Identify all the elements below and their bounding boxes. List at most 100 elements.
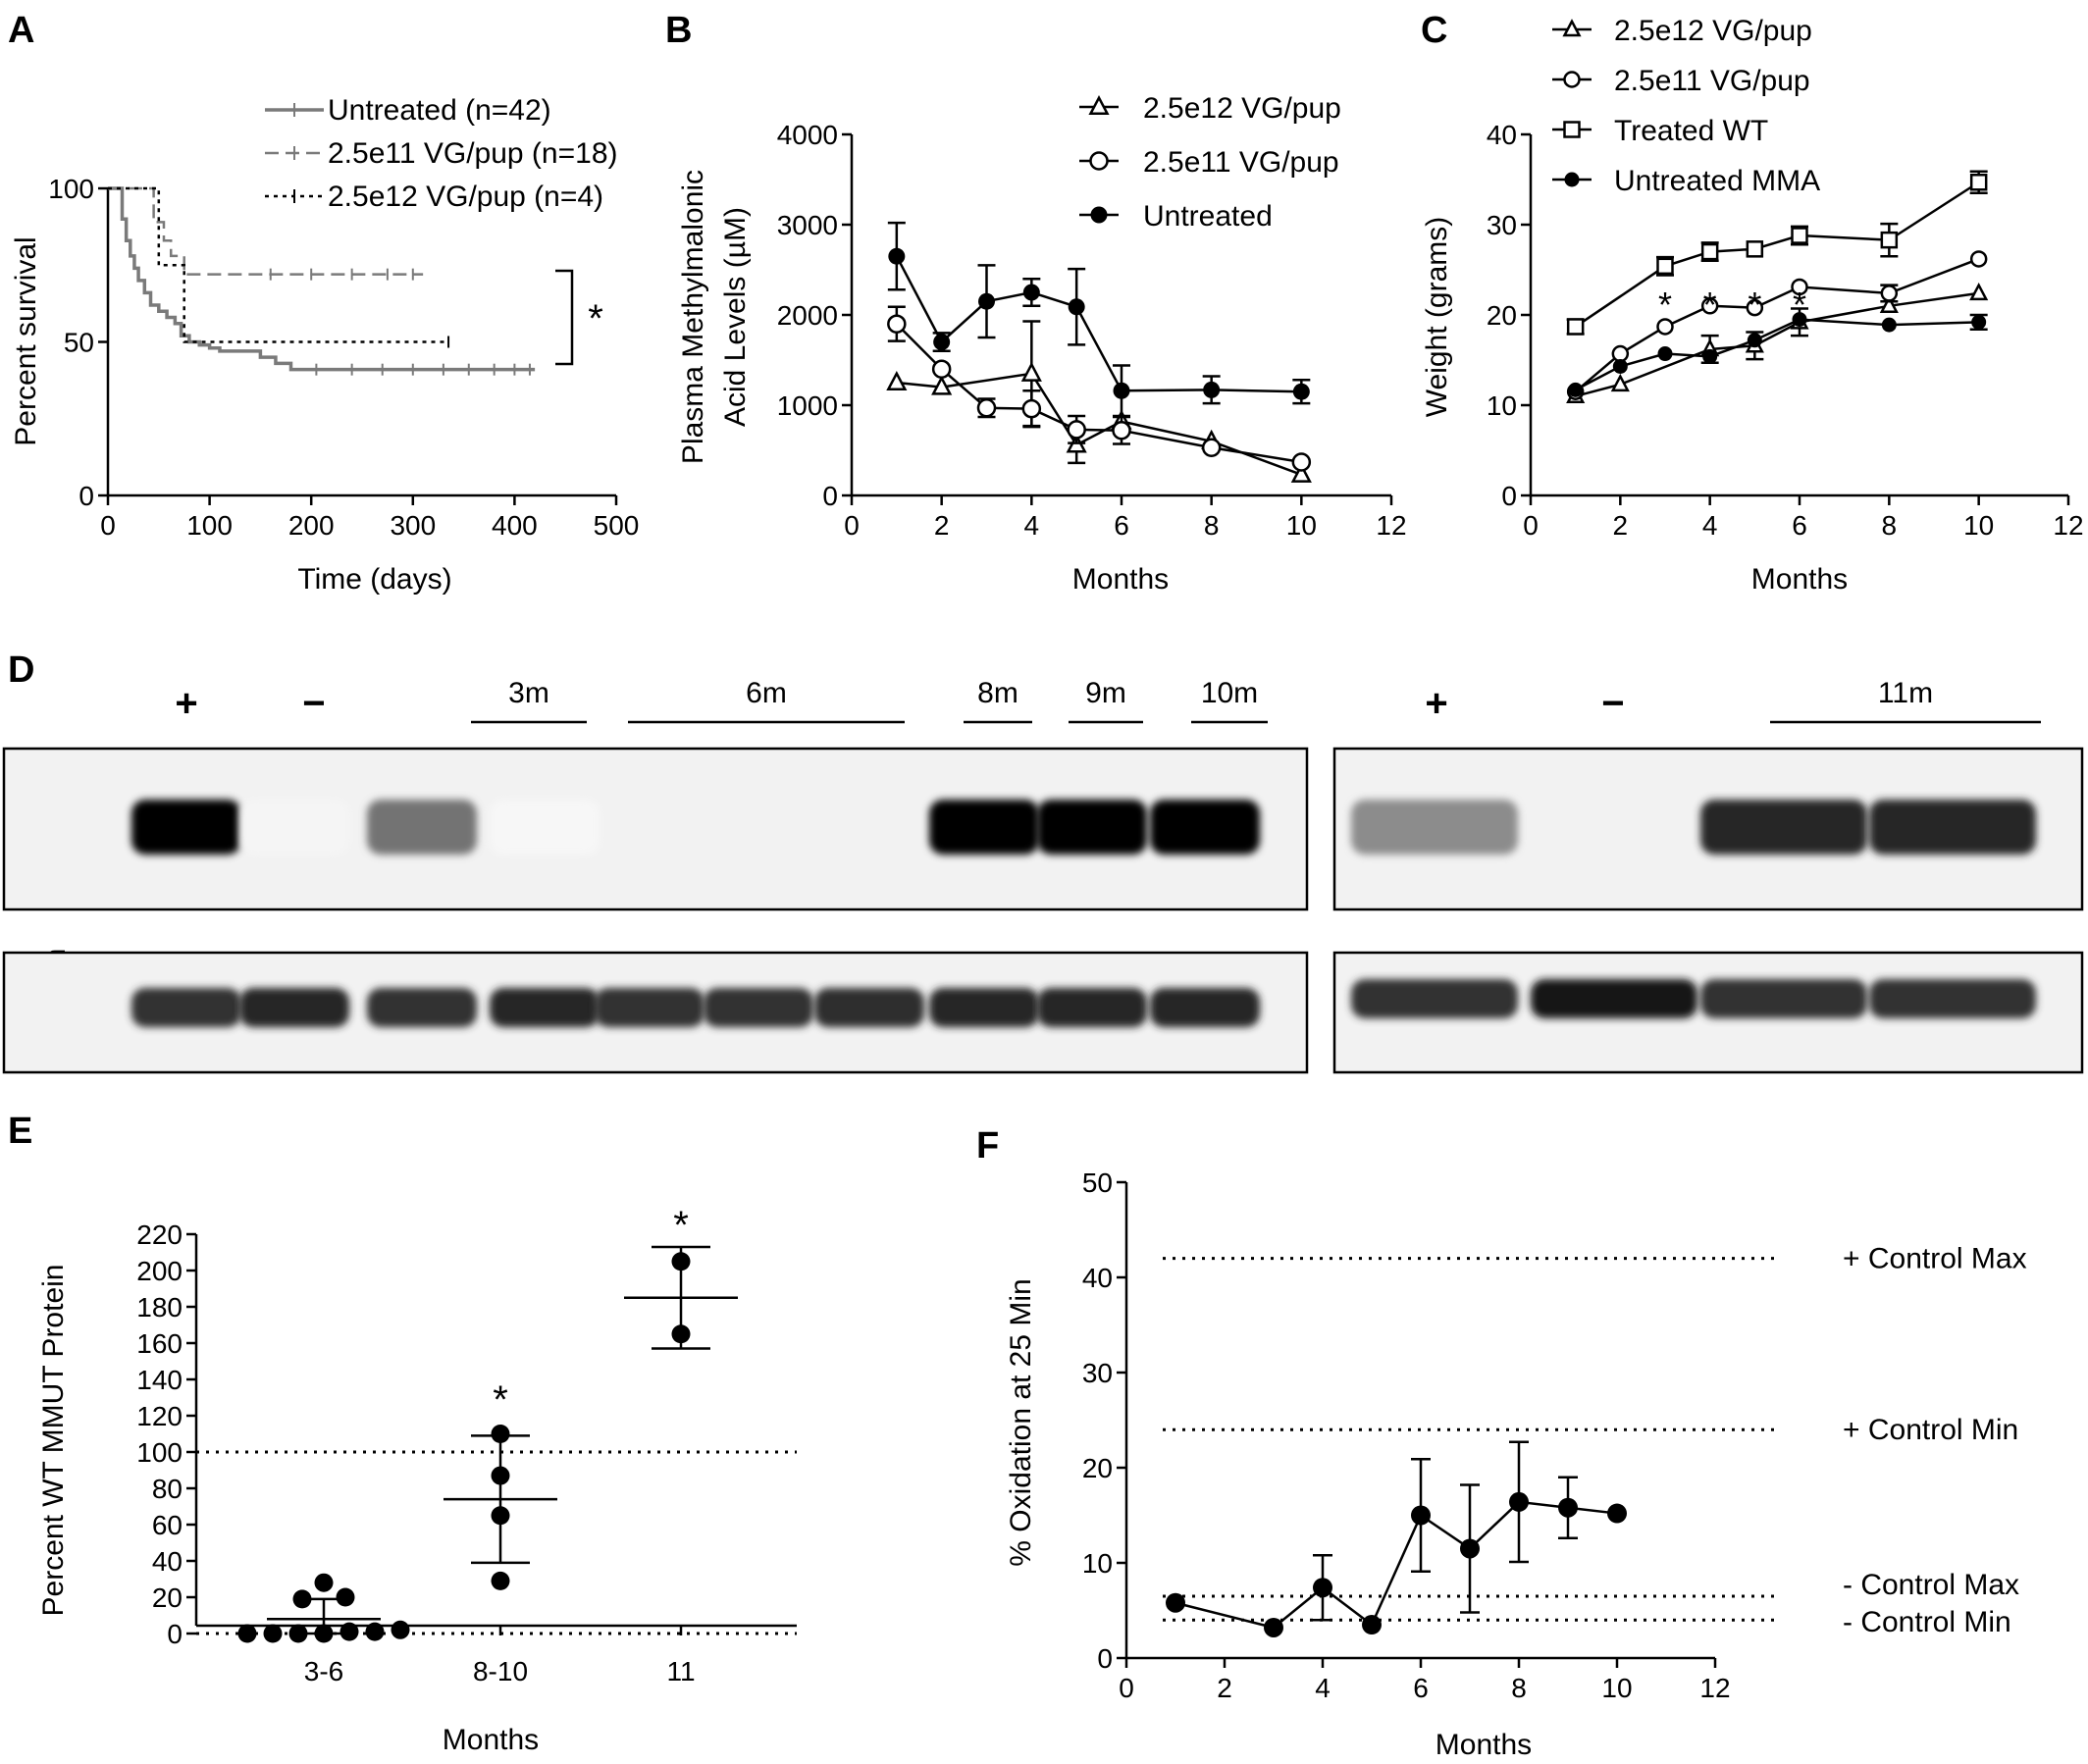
data-point: [1411, 1505, 1431, 1526]
data-point: [1166, 1592, 1185, 1613]
y-tick-label: 20: [152, 1582, 183, 1613]
data-point: [1791, 227, 1808, 244]
data-point: [491, 1425, 510, 1443]
data-point: [263, 1624, 283, 1643]
data-point: [1203, 381, 1221, 398]
data-point: [1700, 242, 1719, 261]
survival-curve: [108, 186, 424, 276]
data-point: [314, 1624, 334, 1643]
panel-letter-a: A: [8, 10, 34, 51]
y-tick-label: 50: [1082, 1167, 1113, 1198]
x-axis-title: Months: [1072, 563, 1169, 596]
data-point: [1656, 257, 1674, 276]
data-point: [1656, 318, 1674, 336]
mmut-band: [131, 800, 241, 855]
data-point: [978, 292, 995, 310]
lane-header: 6m: [746, 677, 787, 709]
actin-band: [131, 988, 241, 1027]
data-point: [1022, 284, 1040, 301]
y-tick-label: 0: [78, 481, 94, 511]
data-point: [1362, 1615, 1382, 1635]
y-tick-label: 1000: [777, 390, 838, 421]
data-point: [365, 1622, 385, 1641]
significance-star: *: [588, 297, 603, 340]
legend-marker: [1564, 172, 1580, 187]
data-point: [1068, 298, 1085, 316]
data-point: [491, 1506, 510, 1526]
data-point: [931, 375, 953, 395]
data-point: [1291, 452, 1312, 472]
control-label: + Control Min: [1843, 1414, 2018, 1446]
data-point: [1112, 421, 1131, 441]
data-point: [1290, 462, 1312, 483]
y-tick-label: 60: [152, 1510, 183, 1540]
y-tick-label: 0: [1501, 481, 1517, 511]
x-tick-label: 8: [1511, 1673, 1527, 1703]
y-tick-label: 20: [1082, 1453, 1113, 1483]
data-point: [491, 1571, 510, 1590]
y-tick-label: 40: [1082, 1263, 1113, 1293]
data-point: [1021, 398, 1042, 419]
data-point: [1969, 174, 1988, 191]
panel-letter-e: E: [8, 1111, 32, 1152]
x-tick-label: 8: [1882, 510, 1898, 541]
lane-header: +: [175, 682, 197, 725]
data-point: [886, 370, 908, 391]
panel-letter-f: F: [976, 1125, 999, 1167]
legend-label: Untreated (n=42): [328, 94, 551, 127]
lane-header: 11m: [1878, 677, 1933, 709]
y-tick-label: 10: [1487, 390, 1517, 421]
data-point: [292, 1589, 312, 1609]
legend-label: Untreated MMA: [1614, 165, 1820, 197]
y-tick-label: 50: [64, 328, 94, 358]
data-point: [1879, 294, 1899, 314]
data-point: [1880, 285, 1899, 302]
data-point: [933, 334, 951, 351]
mmut-band: [490, 800, 600, 855]
series-line: [1574, 181, 1980, 328]
significance-star: *: [1793, 285, 1806, 325]
data-point: [491, 1466, 510, 1485]
y-tick-label: 0: [822, 481, 838, 511]
y-tick-label: 0: [1097, 1643, 1113, 1674]
data-point: [1971, 314, 1987, 330]
y-tick-label: 20: [1487, 300, 1517, 331]
data-point: [1792, 312, 1807, 328]
data-point: [1791, 278, 1808, 296]
mmut-band: [929, 800, 1039, 855]
survival-curve: [108, 186, 536, 372]
legend-marker: [1088, 94, 1110, 116]
mmut-band: [367, 800, 477, 855]
data-point: [336, 1587, 355, 1607]
data-point: [1969, 250, 1988, 268]
data-point: [1460, 1538, 1480, 1559]
survival-curve: [108, 186, 449, 343]
x-tick-label: 12: [1376, 510, 1406, 541]
legend-label: 2.5e12 VG/pup: [1143, 92, 1341, 125]
actin-band: [929, 988, 1039, 1027]
data-point: [1702, 348, 1718, 364]
data-point: [1201, 438, 1222, 457]
legend-marker: [1563, 121, 1581, 138]
data-point: [1566, 318, 1585, 336]
series-line: [1574, 257, 1980, 393]
x-tick-label: 300: [390, 510, 436, 541]
x-axis-title: Months: [1751, 563, 1848, 596]
actin-band: [239, 988, 349, 1027]
data-point: [976, 398, 997, 418]
mmut-band: [1037, 800, 1147, 855]
panel-letter-d: D: [8, 649, 34, 691]
x-tick-label: 100: [186, 510, 233, 541]
mmut-band: [1351, 800, 1518, 855]
y-tick-label: 0: [167, 1619, 183, 1649]
category-label: 3-6: [304, 1656, 343, 1686]
x-tick-label: 4: [1024, 510, 1040, 541]
x-tick-label: 12: [2053, 510, 2083, 541]
data-point: [1746, 240, 1764, 258]
y-tick-label: 160: [136, 1328, 183, 1359]
y-tick-label: 30: [1487, 210, 1517, 240]
series-line: [1174, 1500, 1618, 1630]
actin-band: [595, 988, 705, 1027]
